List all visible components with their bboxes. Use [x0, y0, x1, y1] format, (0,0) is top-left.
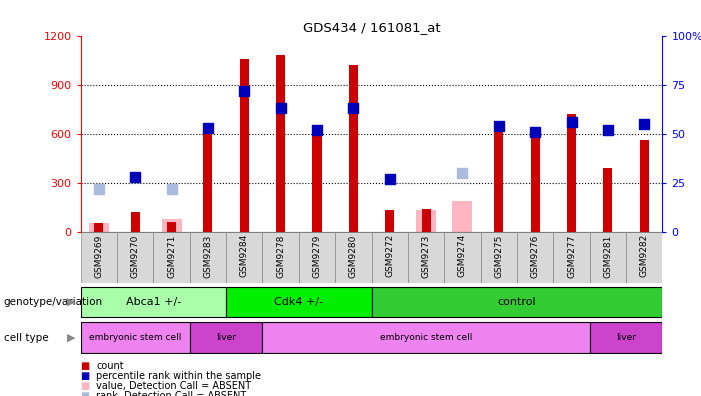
Point: [275, 105, 286, 111]
Point: [602, 127, 613, 133]
Bar: [167, 222, 176, 232]
Bar: [567, 114, 576, 232]
Text: GSM9274: GSM9274: [458, 234, 467, 278]
Text: GSM9281: GSM9281: [604, 234, 613, 278]
Text: GSM9283: GSM9283: [203, 234, 212, 278]
FancyBboxPatch shape: [408, 232, 444, 283]
Point: [494, 123, 505, 129]
FancyBboxPatch shape: [262, 322, 590, 353]
Bar: [349, 65, 358, 232]
Text: embryonic stem cell: embryonic stem cell: [89, 333, 182, 342]
FancyBboxPatch shape: [335, 232, 372, 283]
Text: GSM9277: GSM9277: [567, 234, 576, 278]
FancyBboxPatch shape: [226, 232, 262, 283]
FancyBboxPatch shape: [117, 232, 154, 283]
Bar: [421, 209, 430, 232]
Bar: [276, 55, 285, 232]
FancyBboxPatch shape: [372, 287, 662, 317]
Text: ▶: ▶: [67, 333, 75, 343]
Text: ■: ■: [81, 381, 90, 391]
Text: cell type: cell type: [4, 333, 48, 343]
Text: GSM9269: GSM9269: [95, 234, 103, 278]
Point: [639, 121, 650, 127]
Point: [130, 173, 141, 180]
Bar: [640, 140, 649, 232]
Bar: [385, 210, 394, 232]
Text: GSM9276: GSM9276: [531, 234, 540, 278]
Point: [457, 169, 468, 176]
Point: [238, 88, 250, 94]
Bar: [203, 130, 212, 232]
FancyBboxPatch shape: [444, 232, 481, 283]
Text: embryonic stem cell: embryonic stem cell: [380, 333, 472, 342]
FancyBboxPatch shape: [372, 232, 408, 283]
Text: GSM9275: GSM9275: [494, 234, 503, 278]
FancyBboxPatch shape: [154, 232, 190, 283]
FancyBboxPatch shape: [590, 322, 662, 353]
Bar: [604, 168, 613, 232]
Text: GSM9278: GSM9278: [276, 234, 285, 278]
FancyBboxPatch shape: [481, 232, 517, 283]
FancyBboxPatch shape: [262, 232, 299, 283]
Point: [348, 105, 359, 111]
Bar: [161, 219, 182, 232]
Bar: [89, 223, 109, 232]
Text: ■: ■: [81, 371, 90, 381]
FancyBboxPatch shape: [299, 232, 335, 283]
Point: [566, 119, 577, 125]
Text: percentile rank within the sample: percentile rank within the sample: [96, 371, 261, 381]
Point: [311, 127, 322, 133]
Text: Cdk4 +/-: Cdk4 +/-: [274, 297, 323, 307]
Bar: [130, 212, 139, 232]
Point: [529, 129, 540, 135]
FancyBboxPatch shape: [553, 232, 590, 283]
Bar: [494, 127, 503, 232]
Text: GSM9282: GSM9282: [640, 234, 648, 278]
FancyBboxPatch shape: [590, 232, 626, 283]
FancyBboxPatch shape: [81, 232, 117, 283]
Text: control: control: [498, 297, 536, 307]
Text: ■: ■: [81, 361, 90, 371]
Bar: [452, 201, 472, 232]
Text: liver: liver: [616, 333, 636, 342]
Text: GSM9284: GSM9284: [240, 234, 249, 278]
Text: genotype/variation: genotype/variation: [4, 297, 102, 307]
FancyBboxPatch shape: [81, 287, 226, 317]
Bar: [94, 223, 103, 232]
Text: count: count: [96, 361, 123, 371]
Text: ■: ■: [81, 391, 90, 396]
Point: [203, 125, 214, 131]
Bar: [313, 135, 322, 232]
Text: GSM9273: GSM9273: [421, 234, 430, 278]
Point: [384, 175, 395, 182]
FancyBboxPatch shape: [226, 287, 372, 317]
Title: GDS434 / 161081_at: GDS434 / 161081_at: [303, 21, 440, 34]
Text: GSM9270: GSM9270: [130, 234, 139, 278]
Bar: [240, 59, 249, 232]
Text: GSM9271: GSM9271: [167, 234, 176, 278]
Text: liver: liver: [216, 333, 236, 342]
Text: Abca1 +/-: Abca1 +/-: [125, 297, 181, 307]
Bar: [416, 210, 436, 232]
Point: [166, 185, 177, 192]
Point: [93, 185, 104, 192]
Text: value, Detection Call = ABSENT: value, Detection Call = ABSENT: [96, 381, 251, 391]
FancyBboxPatch shape: [626, 232, 662, 283]
FancyBboxPatch shape: [190, 322, 262, 353]
Text: GSM9280: GSM9280: [349, 234, 358, 278]
Text: rank, Detection Call = ABSENT: rank, Detection Call = ABSENT: [96, 391, 246, 396]
FancyBboxPatch shape: [190, 232, 226, 283]
FancyBboxPatch shape: [81, 322, 190, 353]
Text: ▶: ▶: [67, 297, 75, 307]
Bar: [531, 127, 540, 232]
Text: GSM9279: GSM9279: [313, 234, 322, 278]
FancyBboxPatch shape: [517, 232, 553, 283]
Text: GSM9272: GSM9272: [386, 234, 394, 278]
